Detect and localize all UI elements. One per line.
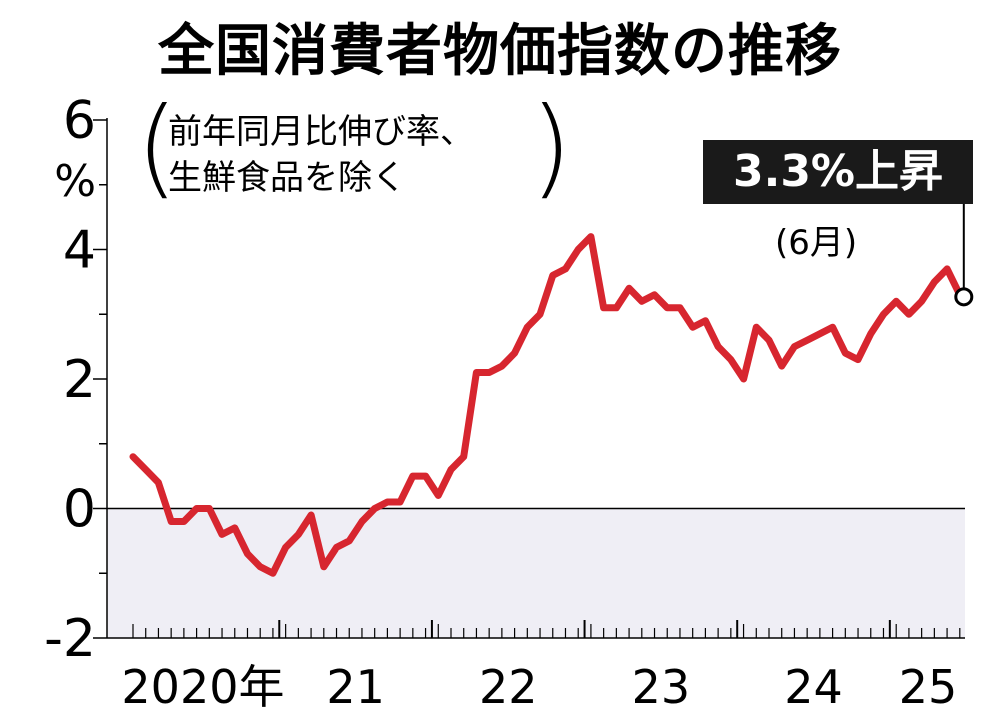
latest-point-marker: [954, 287, 974, 307]
x-tick-label: 22: [479, 660, 538, 714]
negative-region: [107, 508, 965, 638]
note-line-2: 生鮮食品を除く: [168, 158, 406, 198]
x-tick-label: 2020年: [121, 660, 284, 714]
y-tick-label: 0: [63, 480, 96, 540]
y-tick-label: -2: [44, 609, 96, 669]
note-open-paren: (: [136, 85, 179, 210]
y-tick-label: 6: [63, 91, 96, 151]
y-tick-label: 2: [63, 350, 96, 410]
x-tick-label: 25: [899, 660, 958, 714]
note-line-1: 前年同月比伸び率、: [168, 112, 474, 152]
chart-title: 全国消費者物価指数の推移: [158, 19, 842, 84]
cpi-series-line: [129, 233, 964, 577]
x-tick-label: 24: [784, 660, 843, 714]
x-tick-label: 21: [326, 660, 385, 714]
callout-label: 3.3%上昇: [703, 140, 973, 204]
y-unit-label: %: [54, 156, 96, 207]
callout-month: (6月): [775, 223, 858, 263]
x-tick-label: 23: [632, 660, 691, 714]
note-close-paren: ): [530, 85, 573, 210]
y-tick-label: 4: [63, 221, 96, 281]
